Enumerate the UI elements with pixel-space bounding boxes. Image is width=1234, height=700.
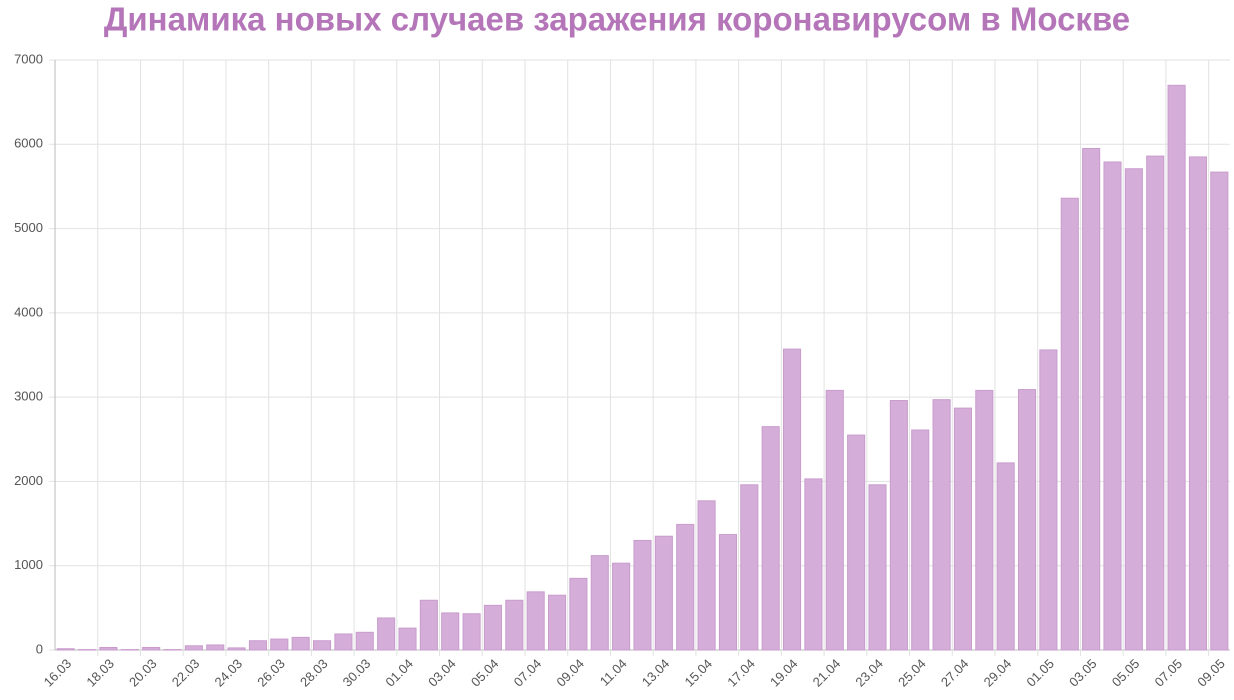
x-tick-label: 15.04 bbox=[682, 656, 716, 690]
bar bbox=[526, 591, 545, 651]
bar bbox=[1188, 156, 1207, 651]
bar bbox=[975, 389, 994, 651]
y-tick-label: 6000 bbox=[14, 136, 43, 151]
y-tick-label: 0 bbox=[36, 641, 43, 656]
x-tick-label: 07.04 bbox=[511, 656, 545, 690]
bar bbox=[612, 562, 631, 651]
bar bbox=[590, 555, 609, 651]
bar bbox=[633, 539, 652, 651]
y-tick-label: 2000 bbox=[14, 473, 43, 488]
x-tick-label: 18.03 bbox=[83, 656, 117, 690]
x-tick-label: 01.04 bbox=[382, 656, 416, 690]
bar bbox=[996, 462, 1015, 651]
bar bbox=[1018, 389, 1037, 651]
x-tick-label: 03.04 bbox=[425, 656, 459, 690]
bar bbox=[718, 534, 738, 651]
bar bbox=[654, 535, 673, 651]
x-tick-label: 13.04 bbox=[639, 656, 673, 690]
bar bbox=[783, 348, 802, 651]
bar bbox=[248, 640, 267, 651]
bar bbox=[847, 434, 866, 651]
bar bbox=[804, 478, 823, 651]
bar bbox=[569, 577, 588, 651]
bar bbox=[825, 389, 844, 651]
x-tick-label: 16.03 bbox=[41, 656, 75, 690]
x-tick-label: 05.04 bbox=[468, 656, 502, 690]
x-tick-label: 17.04 bbox=[724, 656, 758, 690]
x-tick-label: 05.05 bbox=[1109, 656, 1143, 690]
bar bbox=[377, 617, 396, 651]
bar bbox=[419, 599, 438, 651]
y-tick-label: 5000 bbox=[14, 220, 43, 235]
x-tick-label: 23.04 bbox=[852, 656, 886, 690]
x-tick-label: 07.05 bbox=[1152, 656, 1186, 690]
bar bbox=[911, 429, 930, 651]
x-tick-label: 27.04 bbox=[938, 656, 972, 690]
bar bbox=[227, 647, 246, 651]
bar bbox=[398, 627, 417, 651]
bar bbox=[868, 484, 887, 651]
x-tick-label: 01.05 bbox=[1023, 656, 1057, 690]
x-tick-label: 26.03 bbox=[254, 656, 288, 690]
bar bbox=[270, 638, 289, 651]
bar bbox=[1146, 155, 1165, 651]
x-tick-label: 09.04 bbox=[553, 656, 587, 690]
y-tick-label: 3000 bbox=[14, 389, 43, 404]
bar bbox=[548, 594, 567, 651]
bar bbox=[1039, 349, 1058, 651]
bar bbox=[889, 400, 908, 651]
bar bbox=[740, 484, 759, 651]
bar bbox=[676, 523, 695, 651]
x-tick-label: 22.03 bbox=[169, 656, 203, 690]
bar bbox=[184, 645, 203, 651]
chart-title: Динамика новых случаев заражения коронав… bbox=[104, 1, 1130, 38]
bar bbox=[1210, 171, 1229, 651]
bar bbox=[1103, 161, 1122, 651]
x-tick-label: 03.05 bbox=[1066, 656, 1100, 690]
bar bbox=[1082, 148, 1101, 651]
bar bbox=[142, 646, 161, 651]
bar bbox=[483, 604, 502, 651]
bar bbox=[206, 644, 225, 651]
bar bbox=[932, 399, 951, 651]
bar bbox=[462, 613, 481, 651]
bar bbox=[334, 633, 353, 651]
bar bbox=[291, 636, 310, 651]
x-tick-label: 09.05 bbox=[1194, 656, 1228, 690]
bar bbox=[1167, 84, 1186, 651]
bar bbox=[697, 500, 716, 651]
x-tick-label: 30.03 bbox=[340, 656, 374, 690]
bar bbox=[56, 648, 75, 651]
x-tick-label: 29.04 bbox=[981, 656, 1015, 690]
bar bbox=[99, 646, 118, 651]
y-tick-label: 4000 bbox=[14, 304, 43, 319]
bar bbox=[1124, 168, 1143, 651]
x-tick-label: 25.04 bbox=[895, 656, 929, 690]
bar bbox=[1060, 197, 1079, 651]
x-tick-label: 11.04 bbox=[597, 656, 630, 689]
x-tick-label: 19.04 bbox=[767, 656, 801, 690]
bar bbox=[953, 407, 973, 651]
bar bbox=[441, 612, 460, 651]
bar bbox=[355, 631, 374, 651]
bar bbox=[505, 599, 524, 651]
x-tick-label: 28.03 bbox=[297, 656, 331, 690]
bar bbox=[313, 640, 332, 651]
bar bbox=[761, 426, 780, 651]
x-tick-label: 21.04 bbox=[810, 656, 844, 690]
x-tick-label: 20.03 bbox=[126, 656, 160, 690]
x-tick-label: 24.03 bbox=[212, 656, 246, 690]
y-tick-label: 1000 bbox=[14, 557, 43, 572]
y-tick-label: 7000 bbox=[14, 51, 43, 66]
